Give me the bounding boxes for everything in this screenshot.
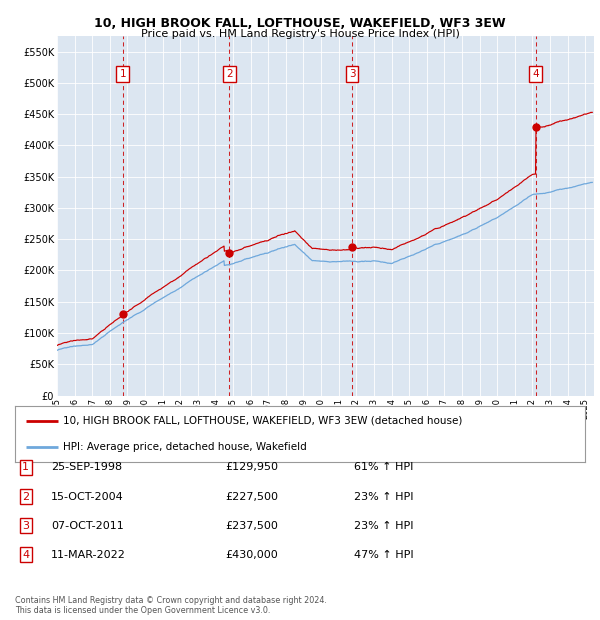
Text: 23% ↑ HPI: 23% ↑ HPI — [354, 492, 413, 502]
Text: 25-SEP-1998: 25-SEP-1998 — [51, 463, 122, 472]
Text: 3: 3 — [349, 69, 356, 79]
Text: Contains HM Land Registry data © Crown copyright and database right 2024.
This d: Contains HM Land Registry data © Crown c… — [15, 596, 327, 615]
Text: £129,950: £129,950 — [225, 463, 278, 472]
Text: 2: 2 — [22, 492, 29, 502]
Text: 61% ↑ HPI: 61% ↑ HPI — [354, 463, 413, 472]
Text: 4: 4 — [22, 550, 29, 560]
Text: 1: 1 — [22, 463, 29, 472]
Text: 1: 1 — [119, 69, 126, 79]
Text: 11-MAR-2022: 11-MAR-2022 — [51, 550, 126, 560]
Text: Price paid vs. HM Land Registry's House Price Index (HPI): Price paid vs. HM Land Registry's House … — [140, 29, 460, 39]
Text: 23% ↑ HPI: 23% ↑ HPI — [354, 521, 413, 531]
Text: 10, HIGH BROOK FALL, LOFTHOUSE, WAKEFIELD, WF3 3EW (detached house): 10, HIGH BROOK FALL, LOFTHOUSE, WAKEFIEL… — [64, 415, 463, 425]
Text: 07-OCT-2011: 07-OCT-2011 — [51, 521, 124, 531]
Text: 10, HIGH BROOK FALL, LOFTHOUSE, WAKEFIELD, WF3 3EW: 10, HIGH BROOK FALL, LOFTHOUSE, WAKEFIEL… — [94, 17, 506, 30]
Text: HPI: Average price, detached house, Wakefield: HPI: Average price, detached house, Wake… — [64, 443, 307, 453]
Text: £430,000: £430,000 — [225, 550, 278, 560]
Text: £237,500: £237,500 — [225, 521, 278, 531]
Text: 3: 3 — [22, 521, 29, 531]
Text: 47% ↑ HPI: 47% ↑ HPI — [354, 550, 413, 560]
Text: 4: 4 — [532, 69, 539, 79]
Text: 15-OCT-2004: 15-OCT-2004 — [51, 492, 124, 502]
Text: £227,500: £227,500 — [225, 492, 278, 502]
Text: 2: 2 — [226, 69, 233, 79]
